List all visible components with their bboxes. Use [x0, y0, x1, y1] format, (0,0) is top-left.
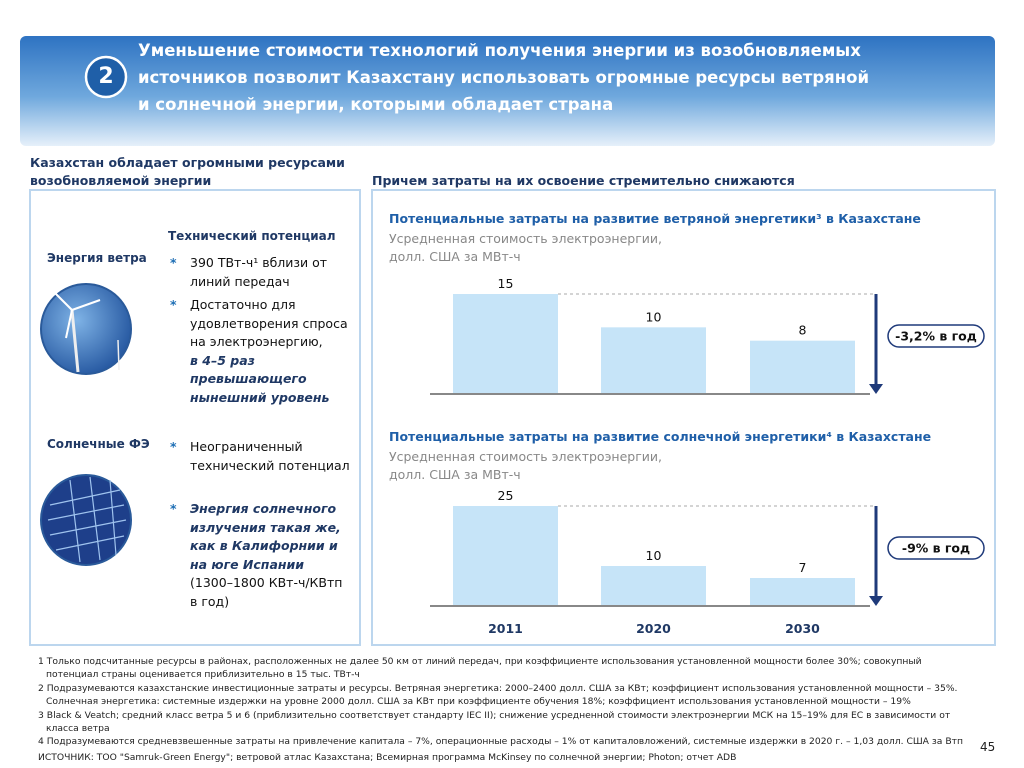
chart-subtitle: Усредненная стоимость электроэнергии, до… — [389, 231, 663, 264]
bar — [601, 327, 706, 394]
section-label: Энергия ветра — [47, 251, 147, 265]
annotation: -9% в год — [902, 541, 970, 556]
left-heading: Казахстан обладает огромными ресурсами в… — [30, 155, 345, 188]
footnote: 1 Только подсчитанные ресурсы в районах,… — [38, 656, 922, 680]
x-tick-label: 2011 — [488, 621, 523, 636]
value-label: 10 — [646, 548, 662, 563]
right-heading: Причем затраты на их освоение стремитель… — [372, 173, 795, 188]
chart-title: Потенциальные затраты на развитие солнеч… — [389, 429, 932, 444]
solar-image — [40, 474, 132, 566]
value-label: 10 — [646, 309, 662, 324]
emphasis-text: в 4–5 раз превышающего нынешний уровень — [190, 352, 330, 405]
source: ИСТОЧНИК: ТОО "Samruk-Green Energy"; вет… — [38, 752, 737, 763]
column-heading: Технический потенциал — [168, 229, 336, 243]
bar — [453, 294, 558, 394]
page-number: 45 — [980, 740, 996, 754]
arrow-head — [869, 384, 883, 394]
emphasis-text: Энергия солнечного излучения такая же, к… — [190, 501, 341, 572]
value-label: 7 — [799, 560, 807, 575]
footnote: 2 Подразумеваются казахстанские инвестиц… — [38, 683, 958, 707]
wind-image — [40, 283, 132, 375]
bar — [750, 578, 855, 606]
value-label: 15 — [498, 276, 514, 291]
header-line: Уменьшение стоимости технологий получени… — [138, 41, 861, 60]
header-line: источников позволит Казахстану использов… — [138, 68, 870, 87]
bullet: Энергия солнечного излучения такая же, к… — [168, 500, 350, 611]
number: 2 — [98, 64, 114, 89]
value-label: 25 — [498, 488, 514, 503]
bullet-text: (1300–1800 КВт-ч/КВтп в год) — [190, 575, 343, 609]
left-panel — [29, 189, 361, 646]
bar — [750, 340, 855, 394]
bar — [601, 566, 706, 606]
value-label: 8 — [799, 323, 807, 338]
annotation-box — [887, 536, 985, 560]
chart-subtitle: Усредненная стоимость электроэнергии, до… — [389, 449, 663, 482]
x-tick-label: 2030 — [785, 621, 820, 636]
annotation-box — [887, 324, 985, 348]
bullet: Достаточно для удовлетворения спроса на … — [168, 296, 350, 407]
arrow-head — [869, 596, 883, 606]
number-badge — [84, 55, 128, 99]
bullet: Неограниченный технический потенциал — [168, 438, 350, 475]
bullet: 390 ТВт-ч¹ вблизи от линий передач — [168, 254, 350, 291]
bullet-text: Достаточно для удовлетворения спроса на … — [190, 297, 348, 349]
footnote: 4 Подразумеваются средневзвешенные затра… — [38, 736, 963, 747]
chart-title: Потенциальные затраты на развитие ветрян… — [389, 211, 921, 226]
bullet-text: Неограниченный технический потенциал — [190, 439, 350, 473]
bar — [453, 506, 558, 606]
footnote: 3 Black & Veatch; средний класс ветра 5 … — [38, 710, 951, 734]
right-panel — [371, 189, 996, 646]
bullet-text: 390 ТВт-ч¹ вблизи от линий передач — [190, 255, 328, 289]
header-line: и солнечной энергии, которыми обладает с… — [138, 95, 614, 114]
annotation: -3,2% в год — [895, 329, 977, 344]
x-tick-label: 2020 — [636, 621, 671, 636]
header-band — [20, 36, 995, 146]
section-label: Солнечные ФЭ — [47, 437, 150, 451]
